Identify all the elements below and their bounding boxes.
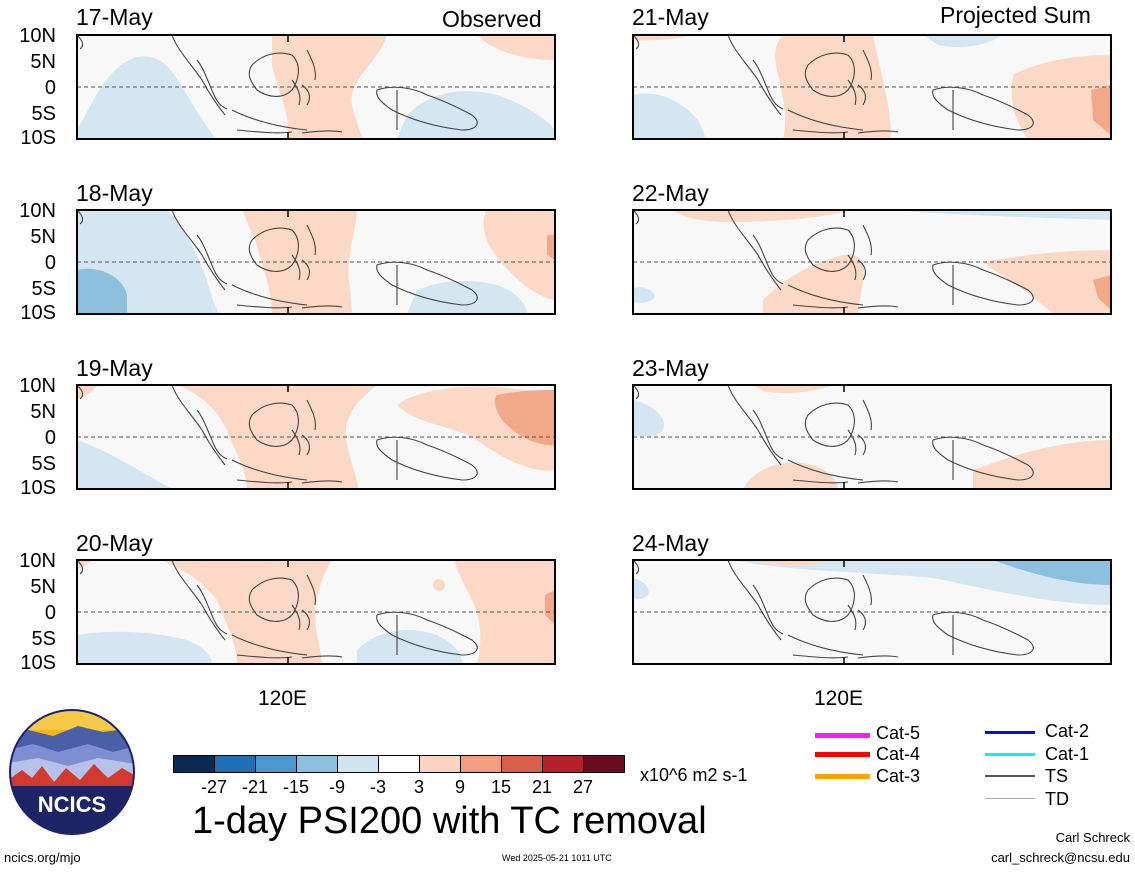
colorbar-tick: -27 (200, 777, 228, 797)
lat-label: 5S (31, 628, 56, 650)
legend-label: TS (1045, 766, 1069, 786)
logo-text: NCICS (38, 792, 106, 817)
map-panel-21-may (633, 35, 1111, 139)
colorbar-tick: 3 (413, 777, 425, 797)
map-panel-19-may (77, 385, 555, 489)
colorbar-swatch (173, 755, 215, 773)
lat-label: 0 (44, 252, 56, 274)
lat-label: 10S (20, 127, 56, 149)
lat-label: 10S (20, 652, 56, 674)
lat-label: 10S (20, 477, 56, 499)
colorbar-swatch (501, 755, 543, 773)
legend-label: Cat-5 (876, 723, 921, 743)
lat-label: 10N (19, 375, 56, 397)
legend-label: Cat-3 (876, 766, 921, 786)
panel-date-21-may: 21-May (632, 4, 709, 30)
plot-title: 1-day PSI200 with TC removal (192, 800, 707, 842)
ncics-logo: NCICS (8, 708, 136, 841)
lat-label: 5N (30, 576, 56, 598)
legend-line-cat1 (985, 753, 1035, 756)
panel-date-22-may: 22-May (632, 180, 709, 206)
colorbar-units: x10^6 m2 s-1 (640, 765, 748, 785)
legend-line-td (985, 798, 1035, 799)
lat-label: 0 (44, 427, 56, 449)
lon-label-left: 120E (258, 687, 308, 710)
lat-label: 0 (44, 602, 56, 624)
footer-url[interactable]: ncics.org/mjo (4, 850, 81, 865)
legend-label: Cat-4 (876, 744, 921, 764)
lat-label: 5S (31, 453, 56, 475)
panel-date-18-may: 18-May (76, 180, 153, 206)
colorbar-tick: 15 (490, 777, 512, 797)
map-panel-24-may (633, 560, 1111, 664)
map-panel-22-may (633, 210, 1111, 314)
legend-line-cat4 (815, 752, 870, 757)
panel-date-20-may: 20-May (76, 530, 153, 556)
panel-date-23-may: 23-May (632, 355, 709, 381)
colorbar-tick: -9 (328, 777, 346, 797)
observed-label: Observed (442, 6, 542, 32)
colorbar-swatch (255, 755, 297, 773)
colorbar-tick: -3 (369, 777, 387, 797)
legend-line-cat2 (985, 731, 1035, 734)
colorbar-swatch (419, 755, 461, 773)
lat-label: 5S (31, 103, 56, 125)
lat-label: 5S (31, 278, 56, 300)
footer-author: Carl Schreck (1055, 830, 1130, 845)
projected-sum-label: Projected Sum (940, 2, 1091, 28)
legend-label: Cat-1 (1045, 744, 1090, 764)
legend-line-cat3 (815, 774, 870, 779)
lat-label: 10N (19, 200, 56, 222)
colorbar-swatch (378, 755, 420, 773)
colorbar-swatch (214, 755, 256, 773)
colorbar-swatch (296, 755, 338, 773)
panel-date-19-may: 19-May (76, 355, 153, 381)
lon-label-right: 120E (814, 687, 864, 710)
colorbar-swatch (337, 755, 379, 773)
map-panel-18-may (77, 210, 555, 314)
colorbar-tick: 21 (531, 777, 553, 797)
colorbar-swatch (460, 755, 502, 773)
colorbar-tick: -21 (241, 777, 269, 797)
map-panel-20-may (77, 560, 555, 664)
legend-label: TD (1045, 789, 1069, 809)
map-panel-23-may (633, 385, 1111, 489)
lat-label: 5N (30, 51, 56, 73)
legend-label: Cat-2 (1045, 721, 1090, 741)
lat-label: 10S (20, 302, 56, 324)
legend-line-cat5 (815, 733, 870, 738)
colorbar-tick: -15 (282, 777, 310, 797)
colorbar-swatch (583, 755, 625, 773)
colorbar-swatch (542, 755, 584, 773)
map-panel-17-may (77, 35, 555, 139)
legend-line-ts (985, 775, 1035, 777)
colorbar-tick: 9 (454, 777, 466, 797)
lat-label: 10N (19, 550, 56, 572)
lat-label: 5N (30, 226, 56, 248)
lat-label: 10N (19, 25, 56, 47)
lat-label: 5N (30, 401, 56, 423)
lat-label: 0 (44, 77, 56, 99)
footer-email[interactable]: carl_schreck@ncsu.edu (991, 850, 1130, 865)
panel-date-17-may: 17-May (76, 4, 153, 30)
footer-timestamp: Wed 2025-05-21 1011 UTC (502, 853, 612, 863)
panel-date-24-may: 24-May (632, 530, 709, 556)
colorbar-tick: 27 (572, 777, 594, 797)
